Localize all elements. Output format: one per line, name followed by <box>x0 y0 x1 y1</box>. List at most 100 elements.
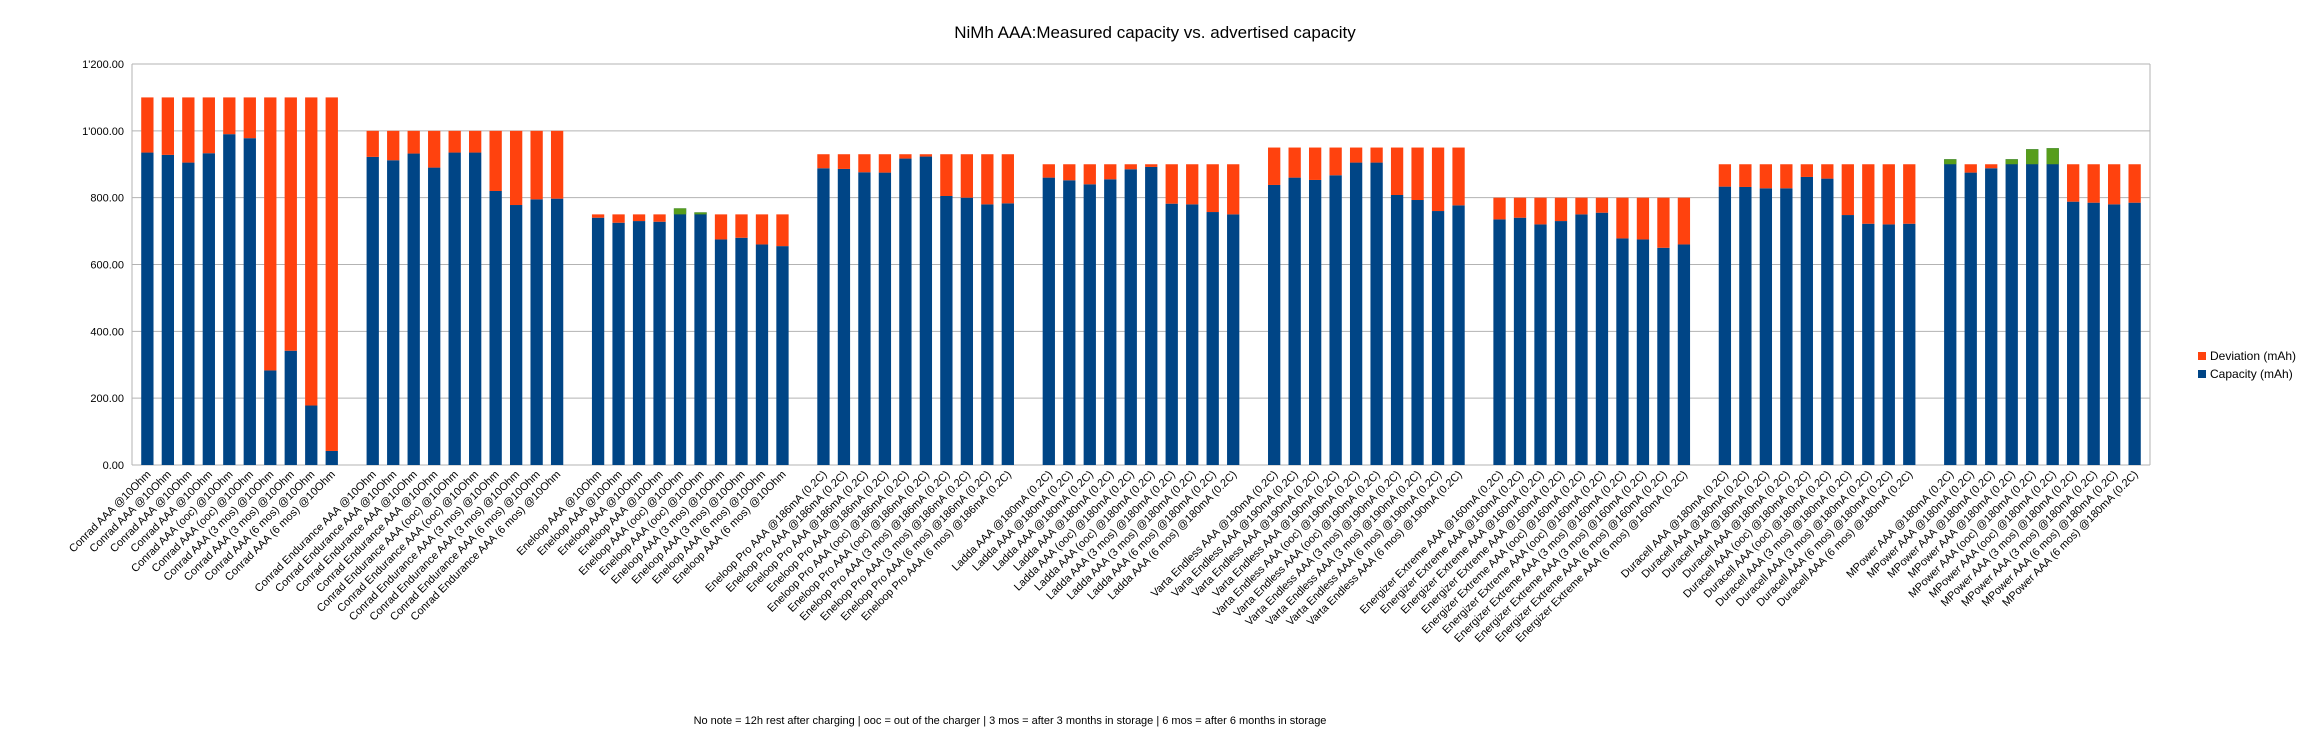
grid <box>131 63 2151 466</box>
legend-label: Capacity (mAh) <box>2210 367 2293 381</box>
capacity-bar <box>2067 201 2080 465</box>
deviation-bar <box>2067 164 2080 202</box>
deviation-bar <box>1800 164 1813 177</box>
y-tick-label: 800.00 <box>90 193 124 205</box>
deviation-bar <box>1554 197 1568 222</box>
capacity-bar <box>1431 211 1445 465</box>
deviation-bar <box>1964 164 1977 173</box>
y-axis: 0.00 200.00 400.00 600.00 800.00 1'000.00 1'20… <box>82 59 124 472</box>
capacity-bar <box>428 167 441 465</box>
deviation-bar <box>141 97 154 153</box>
capacity-bar <box>653 221 666 465</box>
deviation-bar <box>714 214 728 240</box>
capacity-bar <box>1083 184 1096 466</box>
legend-swatch <box>2198 352 2206 360</box>
capacity-bar <box>1268 184 1281 466</box>
capacity-bar <box>407 153 420 465</box>
capacity-bar <box>673 208 687 466</box>
deviation-bar <box>940 154 953 196</box>
y-tick-label: 600.00 <box>90 260 124 272</box>
capacity-bar <box>243 138 256 465</box>
deviation-bar <box>1186 164 1199 205</box>
capacity-bar <box>489 190 502 465</box>
capacity-bar <box>1985 168 1998 465</box>
capacity-bar <box>735 237 748 465</box>
deviation-bar <box>1985 164 1998 169</box>
capacity-bar <box>1186 204 1199 465</box>
capacity-bar <box>1165 203 1178 465</box>
deviation-bar <box>1329 147 1342 176</box>
deviation-bar <box>1431 147 1445 212</box>
capacity-bar <box>858 172 871 465</box>
deviation-bar <box>2005 159 2018 165</box>
legend: Deviation (mAh) Capacity (mAh) <box>2198 349 2296 381</box>
capacity-bar <box>1329 175 1342 465</box>
deviation-bar <box>1862 164 1875 224</box>
deviation-bar <box>387 130 400 161</box>
deviation-bar <box>1841 164 1854 216</box>
capacity-bar <box>612 222 625 465</box>
capacity-bar <box>469 152 482 465</box>
capacity-bar <box>141 152 154 465</box>
deviation-bar <box>1308 147 1322 180</box>
deviation-bar <box>776 214 789 247</box>
deviation-bar <box>509 130 523 206</box>
capacity-bar <box>1145 166 1158 465</box>
deviation-bar <box>1513 197 1527 218</box>
capacity-bar <box>448 152 461 465</box>
deviation-bar <box>2108 164 2121 205</box>
capacity-bar <box>1677 244 1691 465</box>
capacity-bar <box>2128 202 2141 465</box>
deviation-bar <box>182 97 195 163</box>
deviation-bar <box>1657 197 1670 248</box>
capacity-bar <box>1739 186 1752 465</box>
capacity-bar <box>817 168 830 465</box>
deviation-bar <box>755 214 769 245</box>
deviation-bar <box>673 208 687 215</box>
deviation-bar <box>1718 164 1732 187</box>
deviation-bar <box>899 154 912 159</box>
capacity-bar <box>755 244 769 465</box>
capacity-bar <box>1800 176 1813 465</box>
capacity-bar <box>1001 203 1014 465</box>
chart-note: No note = 12h rest after charging | ooc … <box>694 715 1327 727</box>
capacity-bar <box>550 198 564 465</box>
deviation-bar <box>469 130 482 153</box>
capacity-bar <box>591 217 605 465</box>
capacity-bar <box>1780 188 1793 465</box>
capacity-bar <box>940 195 953 465</box>
deviation-bar <box>1534 197 1547 225</box>
capacity-bar <box>1063 180 1076 466</box>
capacity-bar <box>509 205 523 466</box>
deviation-bar <box>1083 164 1096 185</box>
deviation-bar <box>1903 164 1916 224</box>
deviation-bar <box>2087 164 2100 203</box>
deviation-bar <box>1063 164 1076 181</box>
capacity-bar <box>387 160 400 466</box>
deviation-bar <box>1575 197 1588 215</box>
capacity-bar <box>182 162 195 465</box>
capacity-bar <box>325 450 338 465</box>
capacity-bar <box>632 221 646 465</box>
legend-label: Deviation (mAh) <box>2210 349 2296 363</box>
capacity-bar <box>1903 223 1916 465</box>
deviation-bar <box>1882 164 1895 225</box>
deviation-bar <box>1288 147 1301 178</box>
capacity-bar <box>837 168 851 465</box>
capacity-bar <box>1452 205 1465 466</box>
deviation-bar <box>1001 154 1014 204</box>
capacity-bar <box>223 134 236 466</box>
deviation-bar <box>1349 147 1363 163</box>
capacity-bar <box>1821 178 1834 465</box>
capacity-bar <box>1206 212 1219 465</box>
capacity-bar <box>530 199 543 465</box>
capacity-bar <box>919 156 933 466</box>
capacity-bar <box>1882 224 1895 465</box>
deviation-bar <box>407 130 420 154</box>
deviation-bar <box>1677 197 1691 245</box>
capacity-bar <box>1616 238 1629 465</box>
deviation-bar <box>1227 164 1240 215</box>
chart-title: NiMh AAA:Measured capacity vs. advertise… <box>954 23 1356 42</box>
y-tick-label: 200.00 <box>90 393 124 405</box>
deviation-bar <box>1493 197 1506 220</box>
